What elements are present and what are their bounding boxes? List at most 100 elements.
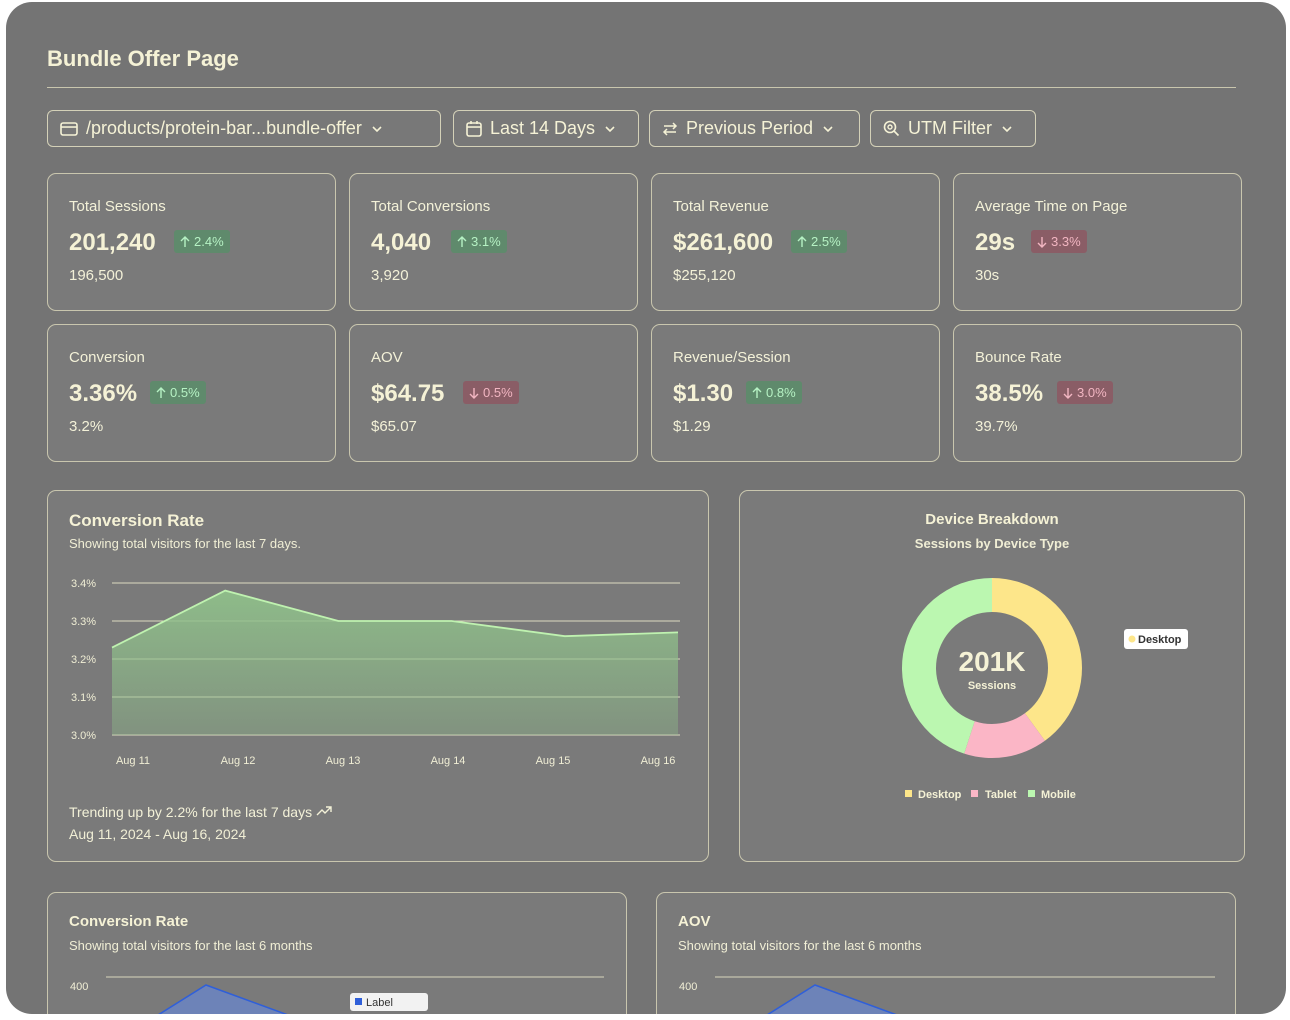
browser-window-icon <box>60 121 78 136</box>
metric-label: Average Time on Page <box>975 198 1128 215</box>
legend-swatch-tablet <box>971 790 978 797</box>
y-tick-label: 3.3% <box>71 616 96 628</box>
metric-label: Total Sessions <box>69 198 166 215</box>
date-range-filter[interactable]: Last 14 Days <box>453 110 639 147</box>
change-badge: 3.0% <box>1057 381 1113 404</box>
metric-value: 4,040 <box>371 229 432 256</box>
metric-value: 201,240 <box>69 229 156 256</box>
chevron-down-icon <box>1002 125 1012 132</box>
series-area <box>112 590 678 735</box>
metric-value: $1.30 <box>673 380 734 407</box>
page-path-filter[interactable]: /products/protein-bar...bundle-offer <box>47 110 441 147</box>
metric-value: 3.36% <box>69 380 138 407</box>
metric-card: Bounce Rate 38.5% 3.0% 39.7% <box>953 324 1242 462</box>
legend-label: Label <box>366 997 393 1009</box>
y-tick-label: 3.0% <box>71 730 96 742</box>
change-value: 0.8% <box>766 385 796 400</box>
y-tick-label: 3.4% <box>71 578 96 590</box>
conversion-rate-card: Conversion Rate Showing total visitors f… <box>47 490 709 862</box>
change-badge: 2.5% <box>791 230 847 253</box>
y-tick-label: 3.2% <box>71 654 96 666</box>
chevron-down-icon <box>605 125 615 132</box>
compare-period-filter[interactable]: Previous Period <box>649 110 860 147</box>
utm-filter-label: UTM Filter <box>908 118 992 138</box>
donut-slice-desktop[interactable] <box>992 578 1082 741</box>
change-badge: 0.8% <box>746 381 802 404</box>
chart-title: Conversion Rate <box>69 913 189 930</box>
tooltip-label: Desktop <box>1138 634 1182 646</box>
aov-6m-card: AOV Showing total visitors for the last … <box>656 892 1236 1014</box>
metric-previous: 30s <box>975 267 1000 284</box>
metric-label: Conversion <box>69 349 145 366</box>
compare-period-label: Previous Period <box>686 118 814 138</box>
change-value: 3.3% <box>1051 234 1081 249</box>
change-value: 3.0% <box>1077 385 1107 400</box>
series-area <box>158 984 288 1014</box>
swap-arrows-icon <box>662 121 678 136</box>
x-tick-label: Aug 16 <box>641 755 676 767</box>
arrow-up-icon <box>457 235 467 247</box>
change-badge: 3.3% <box>1031 230 1087 253</box>
change-value: 0.5% <box>170 385 200 400</box>
donut-slice-mobile[interactable] <box>901 578 992 754</box>
metric-previous: $65.07 <box>371 418 417 435</box>
change-value: 0.5% <box>483 385 513 400</box>
trending-up-icon <box>316 806 332 816</box>
chart-title: Device Breakdown <box>925 511 1059 528</box>
metric-previous: 3,920 <box>371 267 409 284</box>
aov-6m-chart: 400 <box>679 976 1215 1014</box>
donut-slice-tablet[interactable] <box>964 713 1045 759</box>
chevron-down-icon <box>372 125 382 132</box>
change-value: 2.4% <box>194 234 224 249</box>
series-area <box>767 984 897 1014</box>
metric-value: 38.5% <box>975 380 1044 407</box>
dashboard-frame: Bundle Offer Page /products/protein-bar.… <box>6 2 1286 1014</box>
metric-card: Total Conversions 4,040 3.1% 3,920 <box>349 173 638 311</box>
y-tick-label: 3.1% <box>71 692 96 704</box>
change-badge: 2.4% <box>174 230 230 253</box>
y-tick-400: 400 <box>70 981 88 993</box>
metric-card: AOV $64.75 0.5% $65.07 <box>349 324 638 462</box>
chart-subtitle: Showing total visitors for the last 7 da… <box>69 536 301 551</box>
metric-value: $261,600 <box>673 229 774 256</box>
series-legend: Label <box>350 993 428 1011</box>
conversion-area-chart: 3.4% 3.3% 3.2% 3.1% 3.0% Aug 11 Aug 12 Aug 13 Au… <box>71 578 680 767</box>
metric-value: 29s <box>975 229 1016 256</box>
donut-center-value: 201K <box>959 646 1026 677</box>
change-badge: 0.5% <box>150 381 206 404</box>
change-badge: 3.1% <box>451 230 507 253</box>
page-path-label: /products/protein-bar...bundle-offer <box>86 118 362 138</box>
legend-mobile: Mobile <box>1041 789 1076 801</box>
change-value: 3.1% <box>471 234 501 249</box>
x-tick-label: Aug 15 <box>536 755 571 767</box>
chart-title: AOV <box>678 913 711 930</box>
utm-filter[interactable]: UTM Filter <box>870 110 1036 147</box>
arrow-down-icon <box>1037 236 1047 248</box>
arrow-down-icon <box>469 387 479 399</box>
chart-subtitle: Sessions by Device Type <box>914 536 1070 551</box>
metric-card: Average Time on Page 29s 3.3% 30s <box>953 173 1242 311</box>
trend-note: Trending up by 2.2% for the last 7 days <box>69 804 332 820</box>
change-value: 2.5% <box>811 234 841 249</box>
change-badge: 0.5% <box>463 381 519 404</box>
conversion-6m-chart: 400 Label <box>70 976 604 1014</box>
metric-label: Total Revenue <box>673 198 769 215</box>
trend-text: Trending up by 2.2% for the last 7 days <box>69 804 313 820</box>
metric-label: Bounce Rate <box>975 349 1062 366</box>
arrow-down-icon <box>1063 387 1073 399</box>
metric-previous: 39.7% <box>975 418 1018 435</box>
arrow-up-icon <box>180 235 190 247</box>
chevron-down-icon <box>823 125 833 132</box>
series-line <box>111 589 679 649</box>
title-divider <box>47 87 1236 88</box>
metric-previous: $255,120 <box>673 267 736 284</box>
metric-label: Revenue/Session <box>673 349 791 366</box>
metric-previous: 3.2% <box>69 418 104 435</box>
metric-card: Revenue/Session $1.30 0.8% $1.29 <box>651 324 940 462</box>
x-tick-label: Aug 11 <box>116 755 150 767</box>
x-tick-label: Aug 13 <box>326 755 361 767</box>
calendar-icon <box>466 121 482 137</box>
legend-desktop: Desktop <box>918 789 962 801</box>
device-breakdown-card: Device Breakdown Sessions by Device Type… <box>739 490 1245 862</box>
conversion-rate-6m-card: Conversion Rate Showing total visitors f… <box>47 892 627 1014</box>
